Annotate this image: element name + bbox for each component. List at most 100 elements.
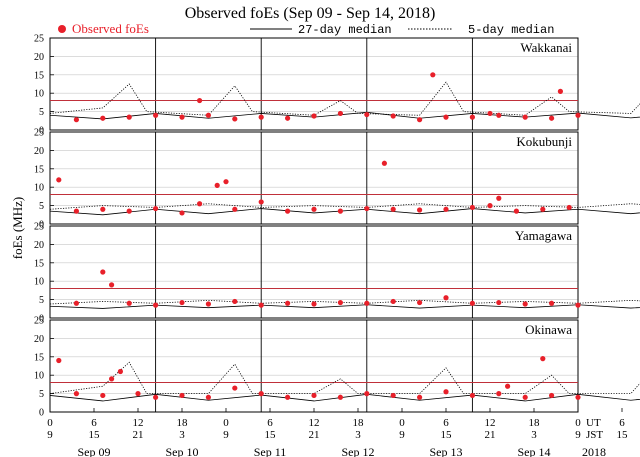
- data-point: [153, 302, 159, 308]
- x-tick-label-ut: 0: [575, 417, 581, 429]
- x-tick-label-jst: 15: [265, 429, 277, 441]
- data-point: [100, 392, 106, 399]
- y-tick-label: 0: [39, 126, 44, 137]
- x-tick-label-ut: 12: [309, 417, 320, 429]
- station-label: Yamagawa: [515, 228, 572, 243]
- data-point: [549, 300, 555, 306]
- x-tick-label-jst: 21: [133, 429, 144, 441]
- x-tick-label-jst: 9: [47, 429, 53, 441]
- data-point: [337, 394, 343, 400]
- y-tick-label: 10: [34, 371, 44, 382]
- data-point: [390, 206, 396, 212]
- data-point: [311, 113, 317, 119]
- y-tick-label: 25: [34, 222, 44, 233]
- x-tick-label-jst: 9: [575, 429, 581, 441]
- x-tick-label-ut: 6: [443, 417, 449, 429]
- y-tick-label: 0: [39, 220, 44, 231]
- data-point: [285, 394, 291, 400]
- data-point: [109, 376, 115, 382]
- data-point: [390, 113, 396, 119]
- x-tick-label-ut: 6: [619, 417, 625, 429]
- day-label: Sep 10: [166, 445, 199, 457]
- series-line-27day: [49, 393, 640, 402]
- series-line-5day: [49, 203, 640, 210]
- x-tick-label-ut: 0: [399, 417, 405, 429]
- data-point: [381, 160, 387, 166]
- y-tick-label: 5: [39, 295, 44, 306]
- x-tick-label-jst: 9: [223, 429, 229, 441]
- y-tick-label: 20: [34, 240, 44, 251]
- y-tick-label: 15: [34, 258, 44, 269]
- data-point: [258, 199, 264, 205]
- series-line-5day: [49, 361, 640, 395]
- x-tick-label-ut: 18: [177, 417, 189, 429]
- chart-title: Observed foEs (Sep 09 - Sep 14, 2018): [185, 5, 436, 22]
- data-point: [496, 195, 502, 201]
- data-point: [390, 392, 396, 399]
- y-tick-label: 0: [39, 408, 44, 419]
- x-tick-label-ut: 18: [529, 417, 541, 429]
- data-point: [337, 208, 343, 214]
- panel-kokubunji: 0 5 10 15 20 25 Kokubunji: [34, 128, 640, 231]
- y-tick-label: 0: [39, 314, 44, 325]
- data-point: [469, 300, 475, 306]
- data-point: [73, 391, 79, 397]
- data-point: [214, 182, 220, 188]
- panel-okinawa: 0 5 10 15 20 25 Okinawa: [34, 316, 640, 419]
- data-point: [337, 110, 343, 117]
- data-point: [513, 208, 520, 214]
- data-point: [487, 203, 493, 209]
- data-point: [100, 206, 106, 212]
- data-point: [566, 204, 572, 211]
- data-point: [205, 301, 211, 307]
- data-point: [73, 208, 79, 214]
- data-point: [540, 206, 546, 212]
- data-point: [469, 204, 475, 211]
- data-point: [197, 97, 203, 104]
- data-point: [364, 111, 370, 118]
- data-point: [126, 208, 132, 214]
- data-point: [153, 112, 159, 118]
- data-point: [109, 282, 115, 288]
- data-point: [205, 112, 211, 118]
- y-tick-label: 15: [34, 164, 44, 175]
- legend-observed-label: Observed foEs: [72, 21, 149, 36]
- data-point: [285, 208, 291, 214]
- data-point: [417, 117, 423, 123]
- data-point: [232, 116, 238, 122]
- x-tick-label-jst: 3: [179, 429, 185, 441]
- data-point: [430, 72, 436, 78]
- data-point: [285, 300, 291, 306]
- data-point: [505, 383, 511, 389]
- data-point: [232, 206, 238, 212]
- legend: Observed foEs 27-day median 5-day median: [58, 21, 554, 37]
- data-point: [232, 298, 238, 305]
- data-point: [417, 394, 423, 400]
- x-tick-label-jst: 15: [89, 429, 101, 441]
- y-tick-label: 15: [34, 70, 44, 81]
- data-point: [73, 117, 79, 123]
- x-tick-label-jst: 21: [309, 429, 320, 441]
- data-point: [522, 301, 528, 307]
- data-point: [549, 392, 555, 399]
- y-tick-label: 10: [34, 277, 44, 288]
- data-point: [469, 392, 475, 399]
- y-tick-label: 20: [34, 146, 44, 157]
- data-point: [575, 302, 581, 308]
- y-tick-label: 5: [39, 389, 44, 400]
- data-point: [135, 391, 141, 397]
- data-point: [179, 392, 185, 399]
- day-label: Sep 14: [518, 445, 551, 457]
- day-label: Sep 09: [78, 445, 111, 457]
- y-tick-label: 20: [34, 334, 44, 345]
- y-tick-label: 25: [34, 316, 44, 327]
- x-tick-label-ut: 6: [91, 417, 97, 429]
- y-tick-label: 10: [34, 89, 44, 100]
- ut-label: UT: [586, 417, 601, 429]
- x-tick-label-jst: 21: [485, 429, 496, 441]
- data-point: [549, 115, 555, 121]
- x-tick-label-jst: 15: [617, 429, 629, 441]
- data-point: [364, 300, 370, 306]
- station-label: Okinawa: [525, 322, 572, 337]
